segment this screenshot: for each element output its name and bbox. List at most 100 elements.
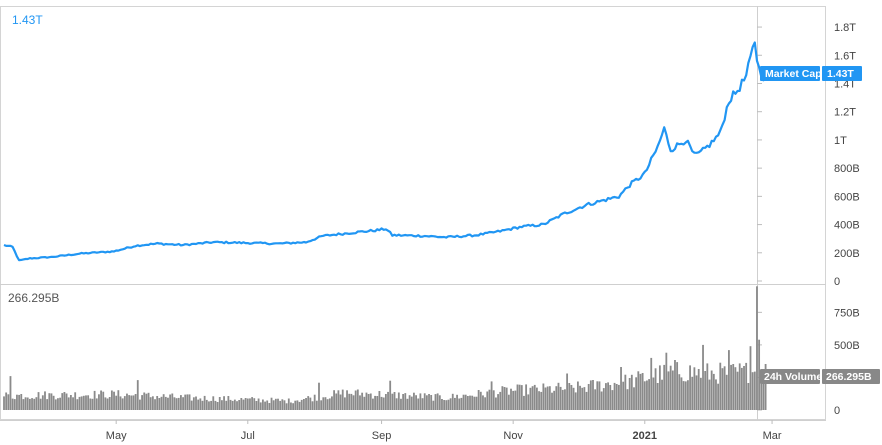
volume-bar <box>391 393 394 410</box>
price-y-axis[interactable]: 1.8T 1.6T 1.4T 1.2T 1T 800B 600B 400B 200B 0 <box>757 22 860 288</box>
volume-bar <box>3 396 5 410</box>
price-tick-label: 1.8T <box>834 22 856 34</box>
time-x-axis[interactable]: May Jul Sep Nov 2021 Mar <box>106 420 782 442</box>
volume-bar <box>259 402 262 410</box>
volume-bar <box>261 399 264 410</box>
volume-bar <box>72 397 74 410</box>
volume-bar <box>423 393 426 410</box>
volume-bar <box>691 376 694 410</box>
volume-bar <box>715 379 717 410</box>
volume-bar <box>572 387 575 410</box>
volume-bar <box>359 395 361 410</box>
volume-bar <box>227 396 230 410</box>
volume-bar <box>154 399 156 410</box>
volume-bar <box>730 364 732 410</box>
volume-bar <box>143 392 146 410</box>
time-tick-label: Nov <box>503 430 523 442</box>
volume-bar <box>192 397 195 410</box>
volume-bar <box>44 391 46 410</box>
volume-bar <box>430 395 433 410</box>
volume-bar <box>479 391 482 410</box>
volume-bar <box>753 371 756 410</box>
price-tick-label: 200B <box>834 248 860 260</box>
volume-bar <box>270 397 273 410</box>
time-tick-label: Jul <box>241 430 255 442</box>
volume-bar <box>257 398 260 410</box>
volume-bar <box>594 389 597 410</box>
volume-bar <box>643 381 646 410</box>
volume-bar <box>311 401 314 410</box>
volume-bar <box>626 389 629 410</box>
volume-bar <box>212 396 215 410</box>
volume-bar <box>290 402 292 410</box>
volume-bar <box>628 378 631 410</box>
volume-bar <box>50 393 53 410</box>
volume-bar <box>205 399 208 410</box>
volume-bar <box>734 367 737 410</box>
volume-tick-label: 500B <box>834 340 860 352</box>
volume-bar <box>695 375 698 410</box>
volume-bar <box>69 395 72 410</box>
volume-bar <box>156 396 159 410</box>
volume-bar <box>676 362 679 410</box>
volume-bar <box>708 379 711 410</box>
volume-current-label: 266.295B <box>8 291 59 305</box>
volume-bar <box>490 381 493 410</box>
volume-bar <box>760 377 763 410</box>
volume-bar <box>18 394 21 410</box>
volume-bar <box>454 397 456 410</box>
volume-bar <box>402 394 405 410</box>
volume-bar <box>557 382 560 410</box>
volume-bar <box>277 398 279 410</box>
volume-bar <box>67 397 70 410</box>
volume-bar <box>41 395 44 410</box>
volume-bar <box>341 389 344 410</box>
volume-bar <box>28 398 31 410</box>
volume-bar <box>680 377 683 410</box>
volume-bar <box>486 391 489 410</box>
volume-bar <box>335 393 338 410</box>
volume-bar <box>609 385 612 410</box>
volume-bar <box>566 373 569 410</box>
volume-bar <box>721 368 724 410</box>
volume-bar <box>579 385 581 410</box>
volume-bar <box>743 366 745 410</box>
volume-bar <box>445 400 448 410</box>
volume-bar <box>164 396 167 410</box>
volume-bar <box>576 381 579 410</box>
volume-bar <box>671 370 674 410</box>
volume-bar <box>650 357 653 410</box>
volume-bar <box>307 396 310 410</box>
volume-bar <box>160 396 163 410</box>
volume-bar <box>343 397 346 410</box>
volume-bar <box>587 384 590 410</box>
volume-bar <box>393 392 396 410</box>
volume-bar <box>475 396 478 410</box>
volume-bar <box>57 398 59 410</box>
volume-bar <box>85 395 87 410</box>
volume-bar <box>376 396 379 410</box>
volume-bar <box>436 393 439 410</box>
volume-bar <box>95 398 98 410</box>
volume-bar <box>477 390 480 410</box>
volume-bar <box>158 398 161 410</box>
volume-bar <box>499 391 502 410</box>
volume-bar <box>607 382 609 410</box>
volume-y-axis[interactable]: 750B500B250B0 <box>757 307 860 417</box>
volume-bar <box>473 396 476 410</box>
volume-bar <box>738 363 741 410</box>
volume-bar <box>169 394 172 410</box>
volume-bar <box>104 397 107 410</box>
volume-bar <box>214 400 217 410</box>
volume-bar <box>544 387 547 410</box>
volume-bar <box>535 387 538 410</box>
volume-bar <box>74 392 77 410</box>
volume-bar <box>417 398 420 410</box>
volume-bar <box>464 394 467 410</box>
volume-bar <box>540 391 543 410</box>
volume-bar <box>266 400 269 410</box>
volume-bar <box>758 339 761 410</box>
volume-bar <box>717 383 720 410</box>
price-tick-label: 400B <box>834 220 860 232</box>
